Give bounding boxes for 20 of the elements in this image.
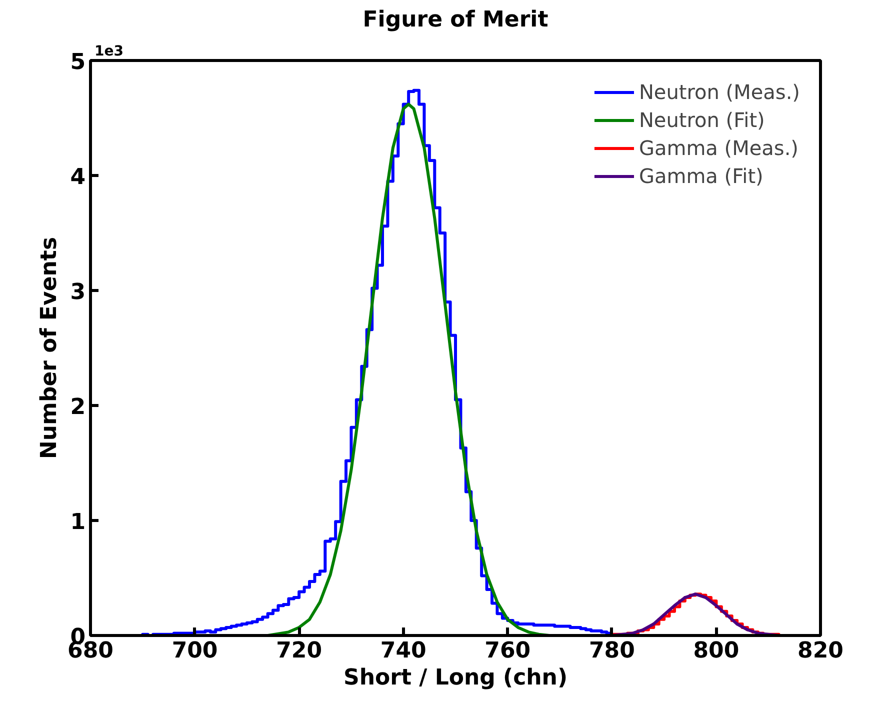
y-axis-title: Number of Events bbox=[37, 236, 62, 460]
x-tick-label: 720 bbox=[276, 638, 322, 664]
y-tick-label: 2 bbox=[70, 395, 86, 420]
x-tick-label: 820 bbox=[798, 638, 844, 664]
x-tick-label: 700 bbox=[172, 638, 218, 664]
x-tick-label: 760 bbox=[484, 638, 531, 664]
legend-label: Neutron (Meas.) bbox=[638, 80, 800, 104]
legend-label: Gamma (Fit) bbox=[638, 164, 764, 188]
legend-label: Gamma (Meas.) bbox=[638, 136, 798, 160]
chart-title: Figure of Merit bbox=[362, 8, 549, 32]
y-tick-label: 1 bbox=[70, 510, 86, 535]
x-tick-label: 800 bbox=[693, 638, 740, 664]
y-tick-label: 4 bbox=[70, 165, 86, 190]
x-axis-title: Short / Long (chn) bbox=[343, 666, 568, 690]
text: 1e3 bbox=[94, 44, 124, 60]
y-tick-label: 5 bbox=[70, 50, 86, 75]
x-tick-label: 740 bbox=[380, 638, 426, 664]
legend-label: Neutron (Fit) bbox=[638, 108, 765, 132]
x-tick-label: 780 bbox=[588, 638, 635, 664]
y-tick-label: 3 bbox=[70, 280, 86, 305]
